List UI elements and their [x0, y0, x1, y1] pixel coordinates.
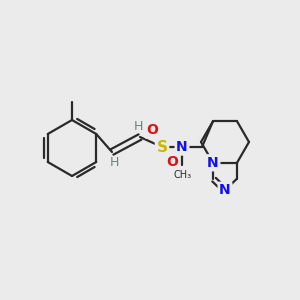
Text: N: N [207, 156, 219, 170]
Text: N: N [219, 183, 231, 197]
Text: O: O [146, 123, 158, 137]
Text: H: H [133, 119, 143, 133]
Text: H: H [109, 157, 119, 169]
Text: CH₃: CH₃ [174, 170, 192, 180]
Text: N: N [176, 140, 188, 154]
Text: O: O [166, 155, 178, 169]
Text: S: S [157, 140, 167, 154]
